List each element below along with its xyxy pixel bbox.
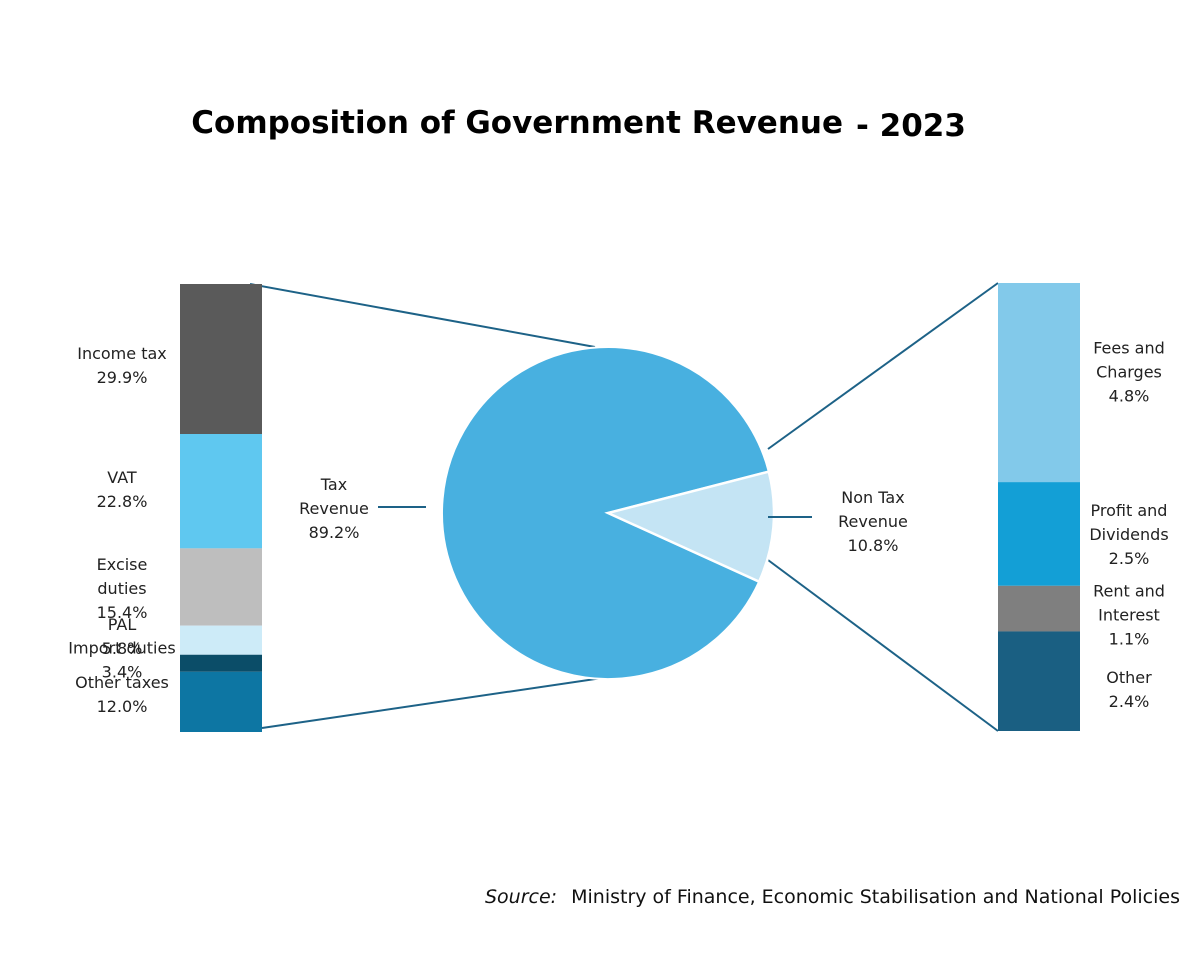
chart-title-year: - 2023 (856, 108, 966, 144)
bar-label-vat: VAT 22.8% (97, 468, 148, 511)
connector-lines (249, 282, 999, 732)
bar-label-fees-and-charges: Fees and Charges 4.8% (1093, 339, 1165, 406)
bar-segment-profit-and-dividends (998, 482, 1080, 586)
bar-label-profit-and-dividends: Profit and Dividends 2.5% (1089, 501, 1168, 568)
non-tax-breakdown-labels: Fees and Charges 4.8% Profit and Dividends 2.… (1089, 339, 1168, 712)
bar-label-other: Other 2.4% (1106, 668, 1152, 711)
bar-segment-income-tax (180, 284, 262, 435)
pie-label-tax-revenue: Tax Revenue 89.2% (299, 475, 369, 542)
bar-label-pal: PAL 5.8% (102, 615, 143, 658)
main-pie-labels: Tax Revenue 89.2% Non Tax Revenue 10.8% (299, 475, 908, 555)
bar-label-import-duties: Import duties 3.4% (68, 638, 175, 681)
bar-label-income-tax: Income tax 29.9% (77, 344, 167, 387)
tax-breakdown-bar (180, 284, 262, 732)
connector-nontax-bottom (767, 559, 999, 732)
bar-segment-excise-duties (180, 548, 262, 626)
pie-slice-non-tax-revenue (604, 470, 776, 584)
bar-label-rent-and-interest: Rent and Interest 1.1% (1093, 582, 1165, 649)
source-text: Ministry of Finance, Economic Stabilisat… (571, 886, 1180, 908)
bar-label-other-taxes: Other taxes 12.0% (75, 673, 169, 716)
bar-segment-fees-and-charges (998, 283, 1080, 483)
bar-segment-other-taxes (180, 671, 262, 732)
source-note: Source: Ministry of Finance, Economic St… (485, 886, 1180, 908)
tax-breakdown-labels: Income tax 29.9% VAT 22.8% Excise duties 15.4%… (68, 344, 175, 716)
non-tax-breakdown-bar (998, 283, 1080, 731)
bar-segment-other (998, 631, 1080, 731)
main-pie (441, 346, 776, 680)
connector-nontax-top (767, 282, 999, 450)
connector-tax-bottom (261, 677, 603, 729)
bar-segment-rent-and-interest (998, 585, 1080, 632)
bar-segment-pal (180, 625, 262, 655)
bar-segment-import-duties (180, 654, 262, 672)
chart-title: Composition of Government Revenue (191, 105, 843, 141)
source-label: Source: (485, 886, 557, 908)
pie-label-non-tax-revenue: Non Tax Revenue 10.8% (838, 488, 908, 555)
bar-label-excise-duties: Excise duties 15.4% (97, 555, 148, 622)
bar-segment-vat (180, 434, 262, 549)
connector-tax-top (249, 283, 596, 348)
